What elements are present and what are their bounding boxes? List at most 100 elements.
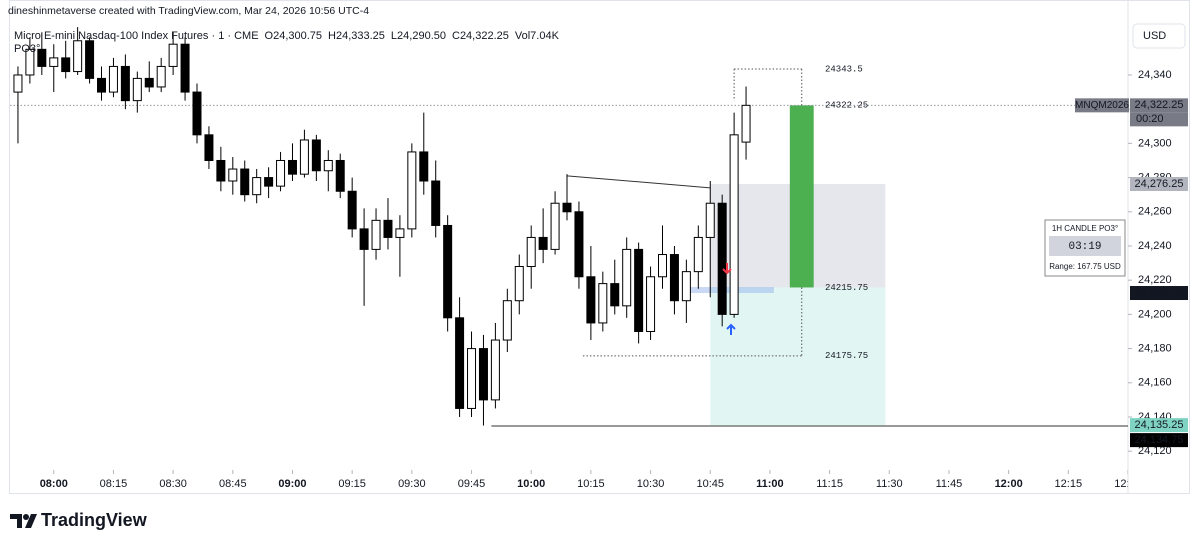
candle-body bbox=[550, 202, 560, 250]
x-tick-label: 08:45 bbox=[219, 478, 247, 490]
candle-body bbox=[13, 74, 23, 93]
footer-logo: TradingView bbox=[10, 510, 148, 530]
ohlc-key: Vol bbox=[515, 30, 530, 42]
x-tick-label: 11:00 bbox=[756, 478, 784, 490]
logo-dot bbox=[23, 514, 29, 520]
plot-area bbox=[10, 27, 1128, 427]
candle-body bbox=[586, 276, 596, 324]
candle-body bbox=[49, 57, 59, 67]
candle-body bbox=[335, 159, 345, 192]
candle-body bbox=[108, 65, 118, 93]
candle-body bbox=[276, 159, 286, 187]
candle-body bbox=[228, 168, 238, 182]
x-tick-label: 09:15 bbox=[338, 478, 366, 490]
chart-frame bbox=[9, 0, 1190, 494]
x-tick-label: 10:45 bbox=[696, 478, 724, 490]
candle-body bbox=[729, 134, 739, 315]
y-tick-label: 24,180 bbox=[1138, 342, 1172, 354]
y-tick-label: 24,340 bbox=[1138, 69, 1172, 81]
candle-body bbox=[431, 180, 441, 226]
x-tick-label: 10:30 bbox=[637, 478, 665, 490]
symbol-tag: MNQM2026 bbox=[1075, 100, 1129, 111]
ohlc-value: 24,300.75 bbox=[273, 30, 322, 42]
candle-body bbox=[132, 77, 142, 102]
candle-body bbox=[526, 236, 536, 268]
candle-body bbox=[741, 104, 751, 143]
candle-body bbox=[240, 168, 250, 196]
y-tick-label: 24,260 bbox=[1138, 206, 1172, 218]
currency-button[interactable] bbox=[1132, 23, 1186, 49]
candle-body bbox=[97, 77, 107, 93]
symbol-tag-bg bbox=[1075, 98, 1129, 113]
buy-arrow bbox=[726, 323, 736, 335]
x-tick-label: 12:00 bbox=[995, 478, 1023, 490]
x-tick-label: 12:15 bbox=[1055, 478, 1083, 490]
x-tick-label: 08:15 bbox=[100, 478, 128, 490]
candle-body bbox=[180, 43, 190, 93]
candle-body bbox=[455, 317, 465, 409]
price-label-bg bbox=[1130, 98, 1188, 113]
sell-arrow bbox=[722, 263, 732, 275]
zone bbox=[789, 105, 814, 288]
symbol-legend: Micro E-mini Nasdaq-100 Index Futures · … bbox=[14, 30, 560, 42]
level-label: 24175.75 bbox=[825, 351, 868, 361]
level-label: 24322.25 bbox=[825, 101, 868, 111]
time-axis: 08:00 08:15 08:30 08:45 09:00 09:15 09:30 09:45… bbox=[40, 470, 1142, 490]
price-label: 24,212.50 bbox=[1135, 287, 1184, 299]
x-tick-label: 09:45 bbox=[458, 478, 486, 490]
y-tick-label: 24,240 bbox=[1138, 240, 1172, 252]
x-tick-label: 12:30 bbox=[1114, 478, 1142, 490]
candle-body bbox=[85, 40, 95, 79]
y-tick-label: 24,200 bbox=[1138, 308, 1172, 320]
candle-body bbox=[311, 139, 321, 172]
candle-body bbox=[216, 159, 226, 182]
candle-body bbox=[574, 211, 584, 278]
price-label-bg bbox=[1130, 176, 1188, 191]
candle-body bbox=[371, 219, 381, 250]
candle-body bbox=[681, 271, 691, 302]
candle-body bbox=[502, 300, 512, 341]
candle-body bbox=[168, 43, 178, 67]
candle-body bbox=[287, 159, 297, 175]
brand: TradingView bbox=[41, 510, 148, 530]
candle-body bbox=[622, 248, 632, 307]
candle-body bbox=[693, 236, 703, 273]
info-range: Range: 167.75 USD bbox=[1049, 262, 1121, 271]
x-tick-label: 08:00 bbox=[40, 478, 68, 490]
candle-body bbox=[383, 219, 393, 238]
timer-bg bbox=[1049, 236, 1121, 256]
candle-body bbox=[264, 177, 274, 187]
candle-body bbox=[61, 57, 71, 73]
candle-body bbox=[347, 190, 357, 230]
candle-body bbox=[204, 134, 214, 161]
price-label: 24,276.25 bbox=[1135, 178, 1184, 190]
ohlc-key: C bbox=[452, 30, 460, 42]
ohlc-value: 24,290.50 bbox=[397, 30, 446, 42]
price-label: 24,135.25 bbox=[1135, 419, 1184, 431]
candle-body bbox=[705, 202, 715, 238]
y-tick-label: 24,160 bbox=[1138, 377, 1172, 389]
ohlc-key: L bbox=[391, 30, 397, 42]
ohlc-value: 24,333.25 bbox=[336, 30, 385, 42]
candle-body bbox=[634, 248, 644, 332]
candle-body bbox=[669, 254, 679, 302]
candle-body bbox=[610, 283, 620, 307]
drawing-line bbox=[566, 175, 711, 189]
candle-body bbox=[192, 91, 202, 136]
symbol-name: Micro E-mini Nasdaq-100 Index Futures · … bbox=[14, 30, 259, 42]
x-tick-label: 10:15 bbox=[577, 478, 605, 490]
candle-body bbox=[395, 228, 405, 238]
candle-body bbox=[323, 159, 333, 172]
credit: dineshinmetaverse created with TradingVi… bbox=[8, 5, 369, 17]
currency[interactable]: USD bbox=[1143, 30, 1166, 42]
price-label: 24,134.75 bbox=[1135, 434, 1184, 446]
ohlc-value: 24,322.25 bbox=[460, 30, 509, 42]
info-title: 1H CANDLE PO3° bbox=[1052, 224, 1118, 233]
indicator-name: PO3° bbox=[14, 43, 40, 55]
x-tick-label: 10:00 bbox=[517, 478, 545, 490]
candle-body bbox=[646, 276, 656, 332]
price-label: 24,322.25 bbox=[1135, 99, 1184, 111]
countdown-bg bbox=[1130, 112, 1188, 127]
price-label-bg bbox=[1130, 433, 1188, 448]
